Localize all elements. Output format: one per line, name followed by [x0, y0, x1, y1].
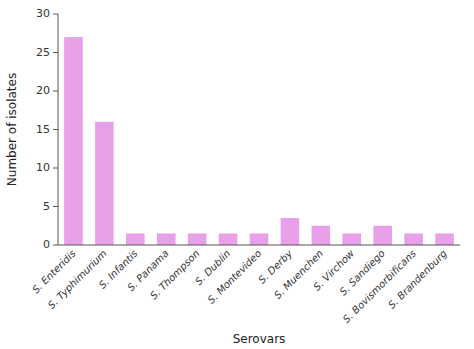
y-tick: [53, 168, 58, 169]
bar: [250, 233, 269, 245]
bar: [126, 233, 145, 245]
bar: [157, 233, 176, 245]
y-axis-line: [58, 14, 59, 245]
y-tick-label: 25: [36, 46, 50, 59]
bar: [404, 233, 423, 245]
y-tick: [53, 245, 58, 246]
y-tick-label: 15: [36, 123, 50, 136]
x-tick-label: S. Thompson: [148, 248, 202, 302]
y-axis-title: Number of isolates: [5, 73, 19, 186]
y-tick-label: 20: [36, 84, 50, 97]
y-tick-label: 30: [36, 7, 50, 20]
y-tick-label: 0: [43, 238, 50, 251]
bars: [64, 37, 454, 245]
x-tick-label: S. Brandenburg: [386, 248, 449, 311]
x-tick-label: S. Muenchen: [272, 248, 325, 301]
y-tick-label: 5: [43, 200, 50, 213]
y-tick-label: 10: [36, 161, 50, 174]
bar: [188, 233, 207, 245]
bar: [435, 233, 454, 245]
bar: [219, 233, 238, 245]
y-tick: [53, 129, 58, 130]
x-tick-label: S. Montevideo: [205, 248, 263, 306]
y-tick: [53, 14, 58, 15]
bar: [64, 37, 83, 245]
bar: [312, 226, 331, 245]
chart-svg: 051015202530S. EnteridisS. TyphimuriumS.…: [0, 0, 474, 349]
bar: [342, 233, 361, 245]
bar: [373, 226, 392, 245]
x-axis-line: [58, 245, 460, 246]
y-tick: [53, 206, 58, 207]
bar: [281, 218, 300, 245]
y-tick: [53, 52, 58, 53]
x-axis-title: Serovars: [233, 332, 286, 346]
y-tick: [53, 91, 58, 92]
bar: [95, 122, 114, 245]
chart-container: 051015202530S. EnteridisS. TyphimuriumS.…: [0, 0, 474, 349]
